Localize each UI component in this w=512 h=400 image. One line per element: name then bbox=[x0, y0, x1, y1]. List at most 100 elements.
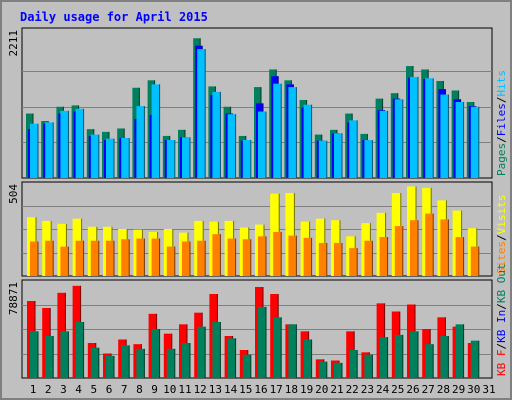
sites-bar bbox=[90, 240, 99, 276]
kb-out-bar bbox=[379, 337, 388, 378]
legend-hits: Hits bbox=[495, 70, 508, 97]
kb-out-bar bbox=[197, 326, 206, 378]
hits-bar bbox=[288, 87, 297, 178]
x-tick-label: 2 bbox=[45, 383, 52, 396]
hits-bar bbox=[455, 102, 464, 178]
sites-bar bbox=[394, 226, 403, 276]
sites-bar bbox=[136, 238, 145, 276]
hits-bar bbox=[334, 133, 342, 178]
hits-bar bbox=[394, 99, 403, 178]
hits-bar bbox=[349, 120, 358, 178]
legend-separator: / bbox=[495, 136, 508, 143]
legend-separator: / bbox=[495, 343, 508, 350]
x-tick-label: 8 bbox=[136, 383, 143, 396]
x-tick-label: 15 bbox=[239, 383, 252, 396]
legend-files: Files bbox=[495, 103, 508, 136]
hits-bar bbox=[121, 137, 130, 178]
sites-bar bbox=[288, 235, 297, 276]
kb-out-bar bbox=[60, 331, 69, 378]
kb-out-bar bbox=[258, 306, 266, 378]
chart-title: Daily usage for April 2015 bbox=[20, 10, 208, 24]
hits-bar bbox=[197, 49, 206, 179]
sites-bar bbox=[303, 237, 312, 276]
kb-out-bar bbox=[136, 348, 145, 378]
sites-bar bbox=[410, 220, 418, 276]
kb-out-bar bbox=[242, 354, 251, 378]
legend-sites: Sites bbox=[495, 241, 508, 274]
x-tick-label: 11 bbox=[178, 383, 191, 396]
hits-bar bbox=[258, 111, 266, 178]
x-tick-label: 31 bbox=[482, 383, 495, 396]
sites-bar bbox=[227, 238, 236, 276]
kb-out-bar bbox=[394, 334, 403, 378]
panel-kbytes-ymax-label: 78871 bbox=[7, 282, 20, 315]
x-tick-label: 4 bbox=[75, 383, 82, 396]
x-tick-label: 25 bbox=[391, 383, 404, 396]
x-tick-label: 10 bbox=[163, 383, 176, 396]
x-tick-label: 14 bbox=[224, 383, 238, 396]
hits-bar bbox=[182, 137, 190, 178]
x-tick-label: 12 bbox=[194, 383, 207, 396]
kb-out-bar bbox=[470, 340, 479, 378]
panel-kbytes-legend: KB F/KB In/KB Out bbox=[495, 263, 508, 376]
x-tick-label: 22 bbox=[346, 383, 359, 396]
hits-bar bbox=[440, 94, 449, 178]
hits-bar bbox=[45, 122, 54, 178]
x-tick-label: 29 bbox=[452, 383, 465, 396]
sites-bar bbox=[273, 231, 282, 276]
x-tick-label: 20 bbox=[315, 383, 328, 396]
sites-bar bbox=[166, 246, 175, 276]
hits-bar bbox=[151, 84, 160, 178]
legend-kb_in: KB In bbox=[495, 310, 508, 343]
x-tick-label: 26 bbox=[406, 383, 419, 396]
sites-bar bbox=[151, 238, 160, 276]
sites-bar bbox=[318, 242, 327, 276]
hits-bar bbox=[227, 114, 236, 178]
kb-out-bar bbox=[334, 362, 342, 378]
x-tick-label: 13 bbox=[209, 383, 222, 396]
hits-bar bbox=[212, 91, 221, 178]
sites-bar bbox=[334, 242, 342, 276]
hits-bar bbox=[90, 134, 99, 178]
kb-out-bar bbox=[106, 355, 114, 378]
sites-bar bbox=[182, 241, 190, 276]
kb-out-bar bbox=[349, 350, 358, 378]
sites-bar bbox=[197, 240, 206, 276]
sites-bar bbox=[242, 239, 251, 276]
x-tick-label: 7 bbox=[121, 383, 128, 396]
sites-bar bbox=[75, 240, 84, 276]
hits-bar bbox=[273, 83, 282, 178]
x-tick-label: 30 bbox=[467, 383, 480, 396]
x-tick-label: 28 bbox=[437, 383, 450, 396]
kb-out-bar bbox=[151, 329, 160, 378]
hits-bar bbox=[242, 140, 251, 178]
visits-bar bbox=[285, 193, 295, 276]
sites-bar bbox=[379, 237, 388, 276]
sites-bar bbox=[212, 234, 221, 276]
sites-bar bbox=[440, 219, 449, 276]
kb-out-bar bbox=[166, 348, 175, 378]
x-tick-label: 19 bbox=[300, 383, 313, 396]
kb-out-bar bbox=[45, 336, 54, 378]
hits-bar bbox=[303, 104, 312, 178]
legend-separator: / bbox=[495, 234, 508, 241]
legend-kb_out: KB Out bbox=[495, 263, 508, 303]
hits-bar bbox=[379, 110, 388, 178]
kb-out-bar bbox=[410, 331, 418, 378]
kb-out-bar bbox=[121, 345, 130, 378]
hits-bar bbox=[106, 138, 114, 178]
x-tick-label: 16 bbox=[254, 383, 267, 396]
x-tick-label: 23 bbox=[361, 383, 374, 396]
sites-bar bbox=[455, 237, 464, 276]
legend-pages: Pages bbox=[495, 143, 508, 176]
hits-bar bbox=[136, 106, 145, 178]
x-tick-label: 27 bbox=[422, 383, 435, 396]
kb-out-bar bbox=[212, 322, 221, 378]
x-tick-label: 3 bbox=[60, 383, 67, 396]
legend-separator: / bbox=[495, 97, 508, 104]
kb-out-bar bbox=[90, 347, 99, 378]
kb-out-bar bbox=[364, 354, 373, 378]
hits-bar bbox=[166, 140, 175, 178]
panel-visits-ymax-label: 504 bbox=[7, 184, 20, 204]
panel-visits-legend: Sites/Visits bbox=[495, 195, 508, 275]
